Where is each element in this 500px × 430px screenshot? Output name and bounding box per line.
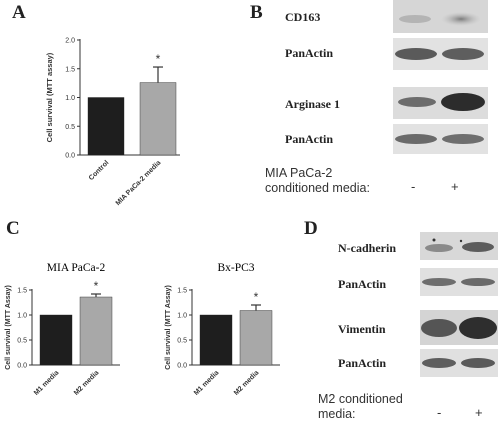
y-tick-label: 1.0 (177, 313, 187, 320)
x-tick-label-control: Control (88, 159, 111, 182)
condition-label-d: M2 conditioned media: (318, 392, 403, 422)
bar-chart-mia-paca-2: MIA PaCa-2 0.0 0.5 1.0 1.5 Cell survival (MTT… (5, 262, 120, 397)
x-tick-label-m1-media: M1 media (33, 369, 61, 397)
condition-label-b: MIA PaCa-2 conditioned media: (265, 166, 370, 196)
condition-label-b-line-1: MIA PaCa-2 (265, 166, 333, 180)
bar-chart-a: 0.0 0.5 1.0 1.5 2.0 Cell survival (MTT assay)… (45, 38, 180, 207)
y-tick-label: 0.0 (177, 363, 187, 370)
blot-strip-panactin-2 (393, 124, 488, 154)
y-tick-label: 1.5 (177, 288, 187, 295)
y-tick-label: 1.0 (65, 95, 75, 102)
y-axis-label: Cell survival (MTT Assay) (165, 285, 172, 370)
blot-label-cd163: CD163 (285, 10, 321, 24)
blot-label-panactin-4: PanActin (338, 356, 386, 370)
blot-strip-panactin-1 (393, 38, 488, 70)
blot-strip-vimentin (420, 310, 498, 345)
bar-m2-media (79, 296, 113, 366)
y-axis-label: Cell survival (MTT assay) (45, 52, 54, 142)
y-axis-label: Cell survival (MTT Assay) (5, 285, 12, 370)
x-tick-label-m2-media: M2 media (233, 369, 261, 397)
blot-label-panactin-1: PanActin (285, 46, 333, 60)
plus-sign-d: + (475, 405, 483, 420)
x-tick-label-mia-paca-2-media: MIA PaCa-2 media (115, 159, 163, 207)
panel-label-c: C (6, 218, 20, 239)
significance-marker: * (94, 279, 99, 293)
y-tick-label: 0.0 (17, 363, 27, 370)
chart-title: MIA PaCa-2 (47, 262, 106, 274)
bar-mia-paca-2-media (139, 82, 177, 156)
y-tick-label: 1.0 (17, 313, 27, 320)
blot-label-panactin-3: PanActin (338, 277, 386, 291)
bar-m2-media (239, 310, 273, 366)
y-tick-label: 1.5 (17, 288, 27, 295)
x-tick-label-m2-media: M2 media (73, 369, 101, 397)
condition-label-b-line-2: conditioned media: (265, 181, 370, 195)
y-tick-label: 0.5 (17, 338, 27, 345)
minus-sign-b: - (411, 179, 416, 194)
blot-strip-cd163 (393, 0, 488, 33)
condition-label-d-line-1: M2 conditioned (318, 392, 403, 406)
y-tick-label: 0.0 (65, 153, 75, 160)
blot-label-panactin-2: PanActin (285, 132, 333, 146)
panel-label-d: D (304, 218, 318, 239)
panel-label-a: A (12, 2, 26, 23)
blot-label-vimentin: Vimentin (338, 322, 386, 336)
bar-m1-media (39, 314, 73, 366)
plus-sign-b: + (451, 179, 459, 194)
blot-label-arginase-1: Arginase 1 (285, 97, 340, 111)
bar-control (87, 97, 125, 156)
blot-strip-panactin-3 (420, 268, 498, 296)
bar-chart-bx-pc3: Bx-PC3 0.0 0.5 1.0 1.5 Cell survival (MTT Ass… (165, 262, 280, 397)
y-tick-label: 0.5 (177, 338, 187, 345)
significance-marker: * (254, 290, 259, 304)
y-tick-label: 1.5 (65, 66, 75, 73)
blot-strip-panactin-4 (420, 349, 498, 377)
blot-strip-arginase-1 (393, 87, 488, 119)
condition-label-d-line-2: media: (318, 407, 356, 421)
y-tick-label: 0.5 (65, 124, 75, 131)
y-tick-label: 2.0 (65, 38, 75, 45)
bar-m1-media (199, 314, 233, 366)
blot-strip-n-cadherin (420, 232, 498, 260)
chart-title: Bx-PC3 (217, 262, 254, 274)
minus-sign-d: - (437, 405, 442, 420)
x-tick-label-m1-media: M1 media (193, 369, 221, 397)
significance-marker: * (156, 52, 161, 66)
blot-label-n-cadherin: N-cadherin (338, 241, 396, 255)
panel-label-b: B (250, 2, 263, 23)
